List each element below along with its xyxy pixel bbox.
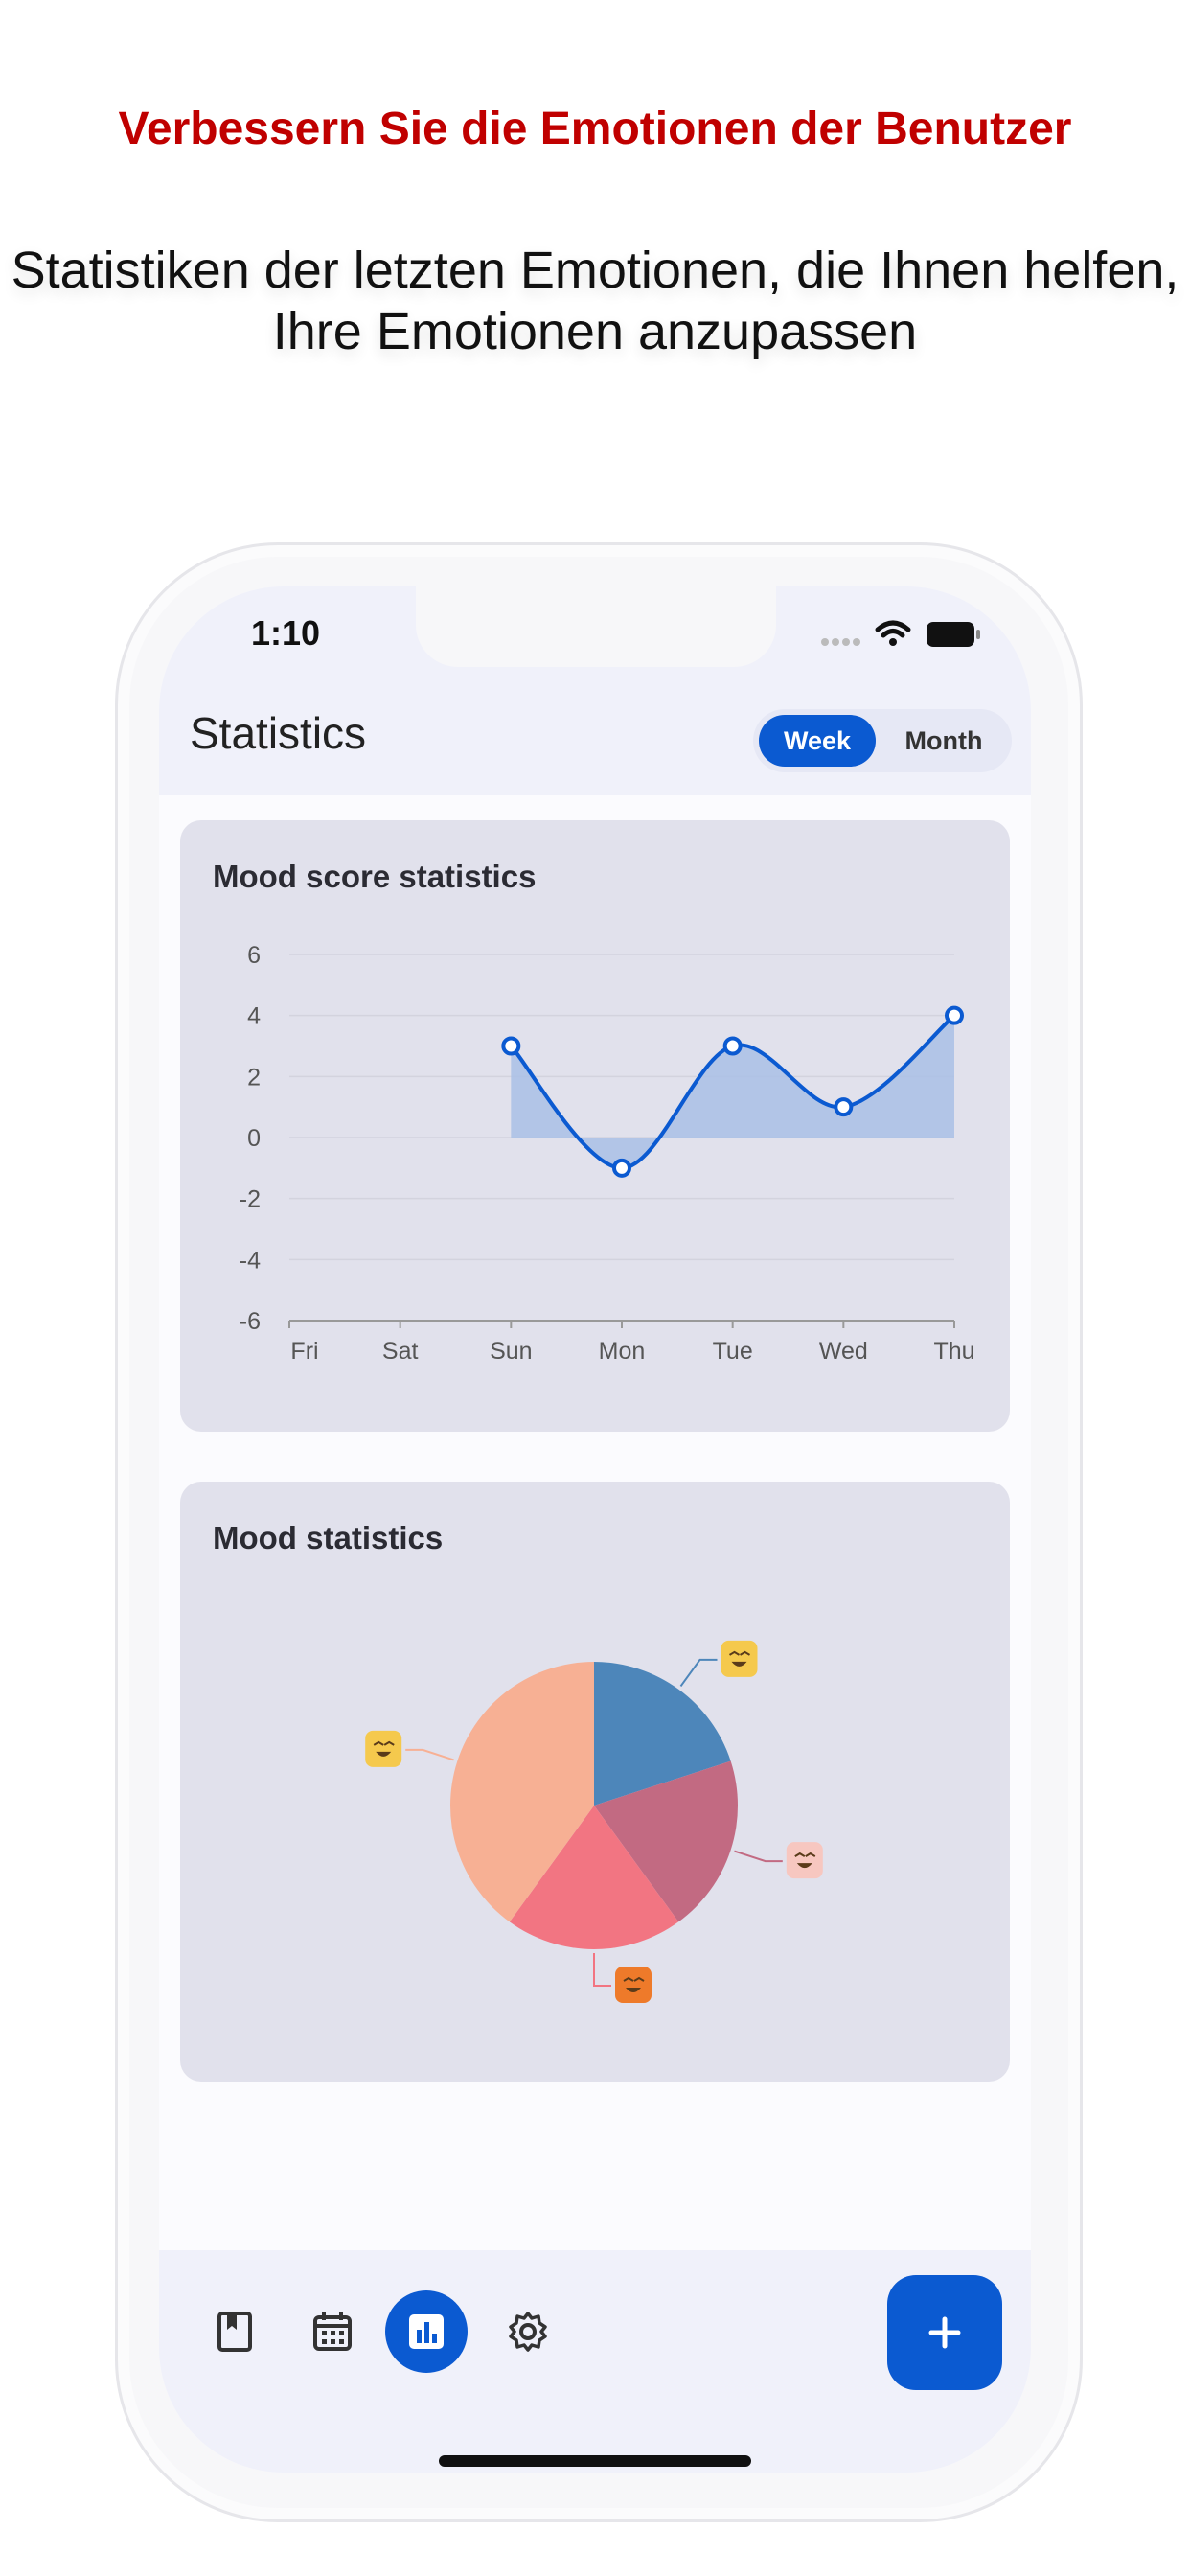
x-tick-label: Sun [490, 1338, 532, 1365]
nav-diary[interactable] [195, 2292, 274, 2371]
y-tick-label: 0 [247, 1125, 261, 1152]
face-mouth [731, 1661, 747, 1667]
x-tick-label: Mon [599, 1338, 646, 1365]
face-eyes [623, 1976, 645, 1982]
data-point [501, 1036, 521, 1056]
mood-pie-chart [365, 1640, 823, 2003]
data-point [722, 1036, 743, 1056]
label-line [734, 1850, 783, 1863]
page-title: Statistics [190, 708, 367, 758]
mood-score-card: Mood score statistics 6 4 2 0 -2 -4 -6 Fri Sat Su… [180, 820, 1010, 1432]
period-toggle: Week Month [753, 709, 1012, 772]
add-entry-button[interactable] [887, 2275, 1002, 2390]
plus-icon [928, 2316, 961, 2349]
app-screen: 1:10 Statistics Week Month Mood score st… [159, 586, 1031, 2472]
angry-face-icon [615, 1966, 652, 2003]
subheadline: Statistiken der letzten Emotionen, die I… [11, 242, 1179, 360]
month-tab[interactable]: Month [904, 726, 983, 755]
y-tick-label: -6 [240, 1308, 261, 1335]
face-mouth [796, 1863, 812, 1869]
pie-slice [594, 1760, 738, 1922]
pie-slice [450, 1662, 594, 1922]
battery-icon [927, 622, 980, 647]
face-mouth [626, 1988, 641, 1992]
pie-slice [594, 1662, 731, 1806]
calendar-icon [313, 2312, 352, 2351]
area-fill [511, 1015, 954, 1168]
statistics-icon [409, 2314, 444, 2349]
happy-face-icon [365, 1730, 402, 1767]
x-tick-label: Wed [819, 1338, 868, 1365]
nav-statistics[interactable] [385, 2290, 468, 2373]
mood-score-title: Mood score statistics [213, 859, 537, 894]
mood-stats-card: Mood statistics [180, 1482, 1010, 2082]
x-tick-label: Tue [713, 1338, 753, 1365]
diary-icon [217, 2312, 252, 2352]
y-tick-label: -4 [240, 1247, 261, 1274]
laughing-face-icon [721, 1640, 758, 1677]
mood-stats-title: Mood statistics [213, 1520, 444, 1555]
data-point [945, 1005, 964, 1025]
content-face-icon [786, 1842, 823, 1879]
face-eyes [794, 1852, 816, 1857]
nav-calendar[interactable] [293, 2292, 372, 2371]
headline: Verbessern Sie die Emotionen der Benutze… [118, 104, 1072, 154]
pie-slice [509, 1806, 679, 1949]
face-mouth [376, 1751, 392, 1757]
data-point [834, 1097, 854, 1117]
y-tick-label: 6 [247, 942, 261, 969]
nav-settings[interactable] [489, 2292, 567, 2371]
week-tab[interactable]: Week [759, 715, 876, 767]
status-time: 1:10 [251, 613, 321, 653]
y-tick-label: 4 [247, 1003, 261, 1030]
home-indicator [439, 2455, 751, 2467]
y-tick-label: -2 [240, 1186, 261, 1213]
mood-score-chart: 6 4 2 0 -2 -4 -6 Fri Sat Sun Mon Tue Wed Thu [240, 942, 975, 1365]
app-header: 1:10 Statistics Week Month [159, 586, 1031, 795]
x-tick-label: Thu [933, 1338, 974, 1365]
x-tick-label: Sat [382, 1338, 419, 1365]
label-line [679, 1658, 718, 1687]
bottom-navigation [159, 2250, 1031, 2472]
signal-icon [821, 638, 860, 646]
label-line [593, 1953, 611, 1987]
face-eyes [373, 1740, 395, 1746]
label-line [405, 1748, 454, 1761]
wifi-icon [875, 620, 911, 646]
device-notch [416, 586, 776, 667]
settings-icon [509, 2312, 547, 2352]
data-point [612, 1158, 631, 1178]
x-tick-label: Fri [290, 1338, 318, 1365]
face-eyes [728, 1650, 751, 1656]
y-tick-label: 2 [247, 1064, 261, 1091]
